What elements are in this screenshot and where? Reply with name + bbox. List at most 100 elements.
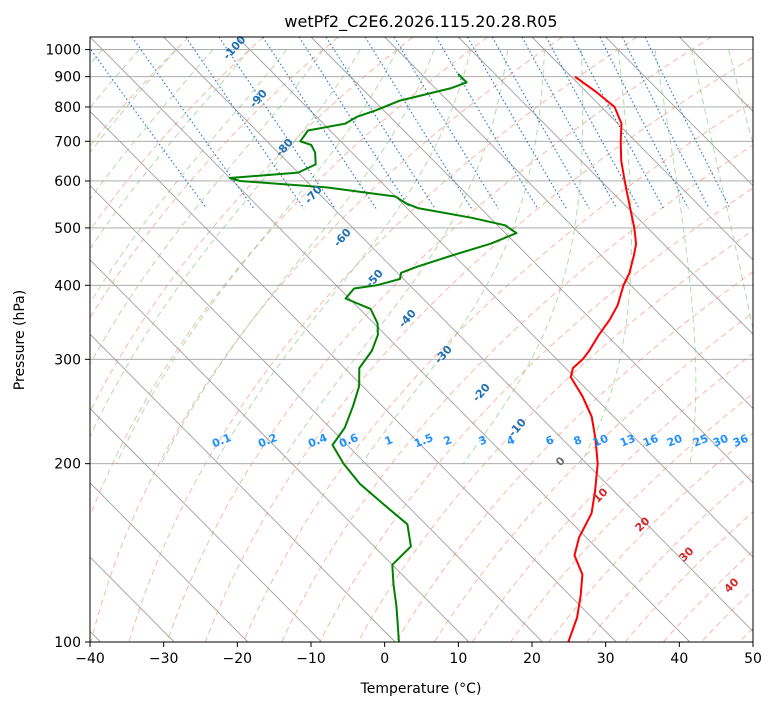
mixing-ratio-line (364, 37, 472, 209)
mixing-ratio-line (435, 37, 538, 209)
dry-adiabat-line (548, 432, 753, 642)
mixing-ratio-line (185, 37, 305, 209)
isobars (90, 49, 753, 642)
chart-title: wetPf2_C2E6.2026.115.20.28.R05 (284, 12, 557, 32)
plot-frame (89, 36, 754, 643)
y-tick-label: 900 (54, 70, 81, 86)
mixing-ratio-label: 13 (618, 432, 637, 450)
mixing-ratio-lines (90, 37, 731, 209)
sounding-profiles (228, 73, 638, 642)
dry-adiabat-label: -20 (470, 381, 493, 405)
isotherm-line (90, 110, 617, 642)
moist-adiabat-label: 40 (722, 575, 742, 595)
isotherm-line (384, 37, 753, 410)
x-tick-label: 20 (523, 651, 541, 667)
y-tick-label: 1000 (45, 43, 81, 59)
mixing-ratio-label: 30 (711, 432, 730, 450)
y-axis-label: Pressure (hPa) (12, 290, 28, 390)
isotherm-line (458, 37, 753, 335)
x-tick-label: 50 (744, 651, 762, 667)
dry-adiabat-line (90, 37, 414, 413)
dry-adiabat-label: -40 (396, 307, 419, 331)
x-tick-label: 10 (449, 651, 467, 667)
moist-adiabat-line (90, 49, 177, 154)
y-tick-label: 200 (54, 457, 81, 473)
moist-adiabat-line (90, 49, 251, 250)
isotherm-line (90, 482, 249, 642)
moist-adiabat-line (0, 50, 29, 464)
dry-adiabats (90, 37, 753, 642)
mixing-ratio-label: 8 (572, 433, 584, 448)
mixing-ratio-label: 25 (691, 432, 710, 450)
x-tick-label: 40 (670, 651, 688, 667)
mixing-ratio-label: 6 (544, 433, 556, 448)
mixing-ratio-label: 2 (442, 433, 454, 448)
dry-adiabat-line (90, 37, 190, 147)
moist-adiabat-line (654, 49, 697, 464)
moist-adiabat-line (691, 49, 753, 332)
x-tick-label: 30 (597, 651, 615, 667)
moist-adiabat-label: 20 (633, 514, 653, 534)
y-tick-label: 800 (54, 100, 81, 116)
isotherm-line (237, 37, 753, 558)
y-tick-label: 100 (54, 635, 81, 651)
mixing-ratio-line (521, 37, 618, 209)
mixing-ratio-line (644, 37, 731, 209)
x-tick-label: −10 (296, 651, 326, 667)
mixing-ratio-line (467, 37, 567, 209)
moist-adiabat-line (214, 49, 472, 464)
isotherm-line (310, 37, 753, 484)
isotherm-line (90, 407, 322, 642)
x-tick-label: −30 (149, 651, 179, 667)
moist-adiabat-line (361, 49, 545, 464)
isotherm-line (752, 37, 753, 38)
dry-adiabat-line (243, 100, 753, 642)
mixing-ratio-label: 36 (731, 432, 750, 450)
isotherm-line (605, 37, 753, 187)
moist-adiabat-label: 0 (553, 454, 568, 469)
dry-adiabat-line (319, 187, 753, 642)
y-tick-label: 500 (54, 221, 81, 237)
x-axis-ticks: −40 −30 −20 −10 0 10 20 30 40 50 (75, 642, 762, 667)
mixing-ratio-label: 20 (665, 432, 684, 450)
mixing-ratio-line (599, 37, 689, 209)
moist-adiabat-line (90, 49, 103, 65)
y-tick-label: 700 (54, 134, 81, 150)
mixing-ratio-line (572, 37, 664, 209)
dry-adiabat-line (395, 271, 753, 642)
mixing-ratio-line (325, 37, 436, 209)
isotherm-line (163, 37, 753, 633)
dry-adiabat-label: -80 (273, 136, 296, 160)
y-tick-label: 600 (54, 174, 81, 190)
isotherm-line (90, 259, 470, 642)
isotherm-line (90, 37, 691, 642)
isotherm-line (90, 184, 543, 642)
mixing-ratio-label: 1 (383, 433, 395, 448)
x-tick-label: 0 (380, 651, 389, 667)
x-tick-label: −20 (223, 651, 253, 667)
dewpoint-profile-line (228, 73, 518, 642)
mixing-ratio-line (90, 47, 207, 209)
moist-adiabat-line (90, 49, 214, 200)
y-tick-label: 400 (54, 278, 81, 294)
x-axis-label: Temperature (°C) (360, 681, 482, 697)
dry-adiabat-label: -30 (432, 343, 455, 367)
dry-adiabat-line (166, 37, 712, 642)
mixing-ratio-label: 16 (641, 432, 660, 450)
x-tick-label: −40 (75, 651, 105, 667)
mixing-ratio-line (393, 37, 499, 209)
mixing-ratio-line (131, 37, 255, 209)
mixing-ratio-label: 10 (591, 432, 610, 450)
mixing-ratio-label: 0.4 (306, 431, 329, 450)
dry-adiabat-line (510, 392, 753, 642)
isotherm-line (90, 333, 396, 642)
dry-adiabat-line (90, 37, 488, 518)
dry-adiabat-line (90, 37, 563, 642)
dry-adiabat-line (90, 37, 264, 232)
mixing-ratio-label: 0.1 (210, 431, 233, 450)
moist-adiabat-line (116, 49, 398, 464)
moist-adiabat-label: 30 (677, 544, 697, 564)
dry-adiabat-line (433, 312, 753, 642)
isotherms (90, 37, 753, 642)
